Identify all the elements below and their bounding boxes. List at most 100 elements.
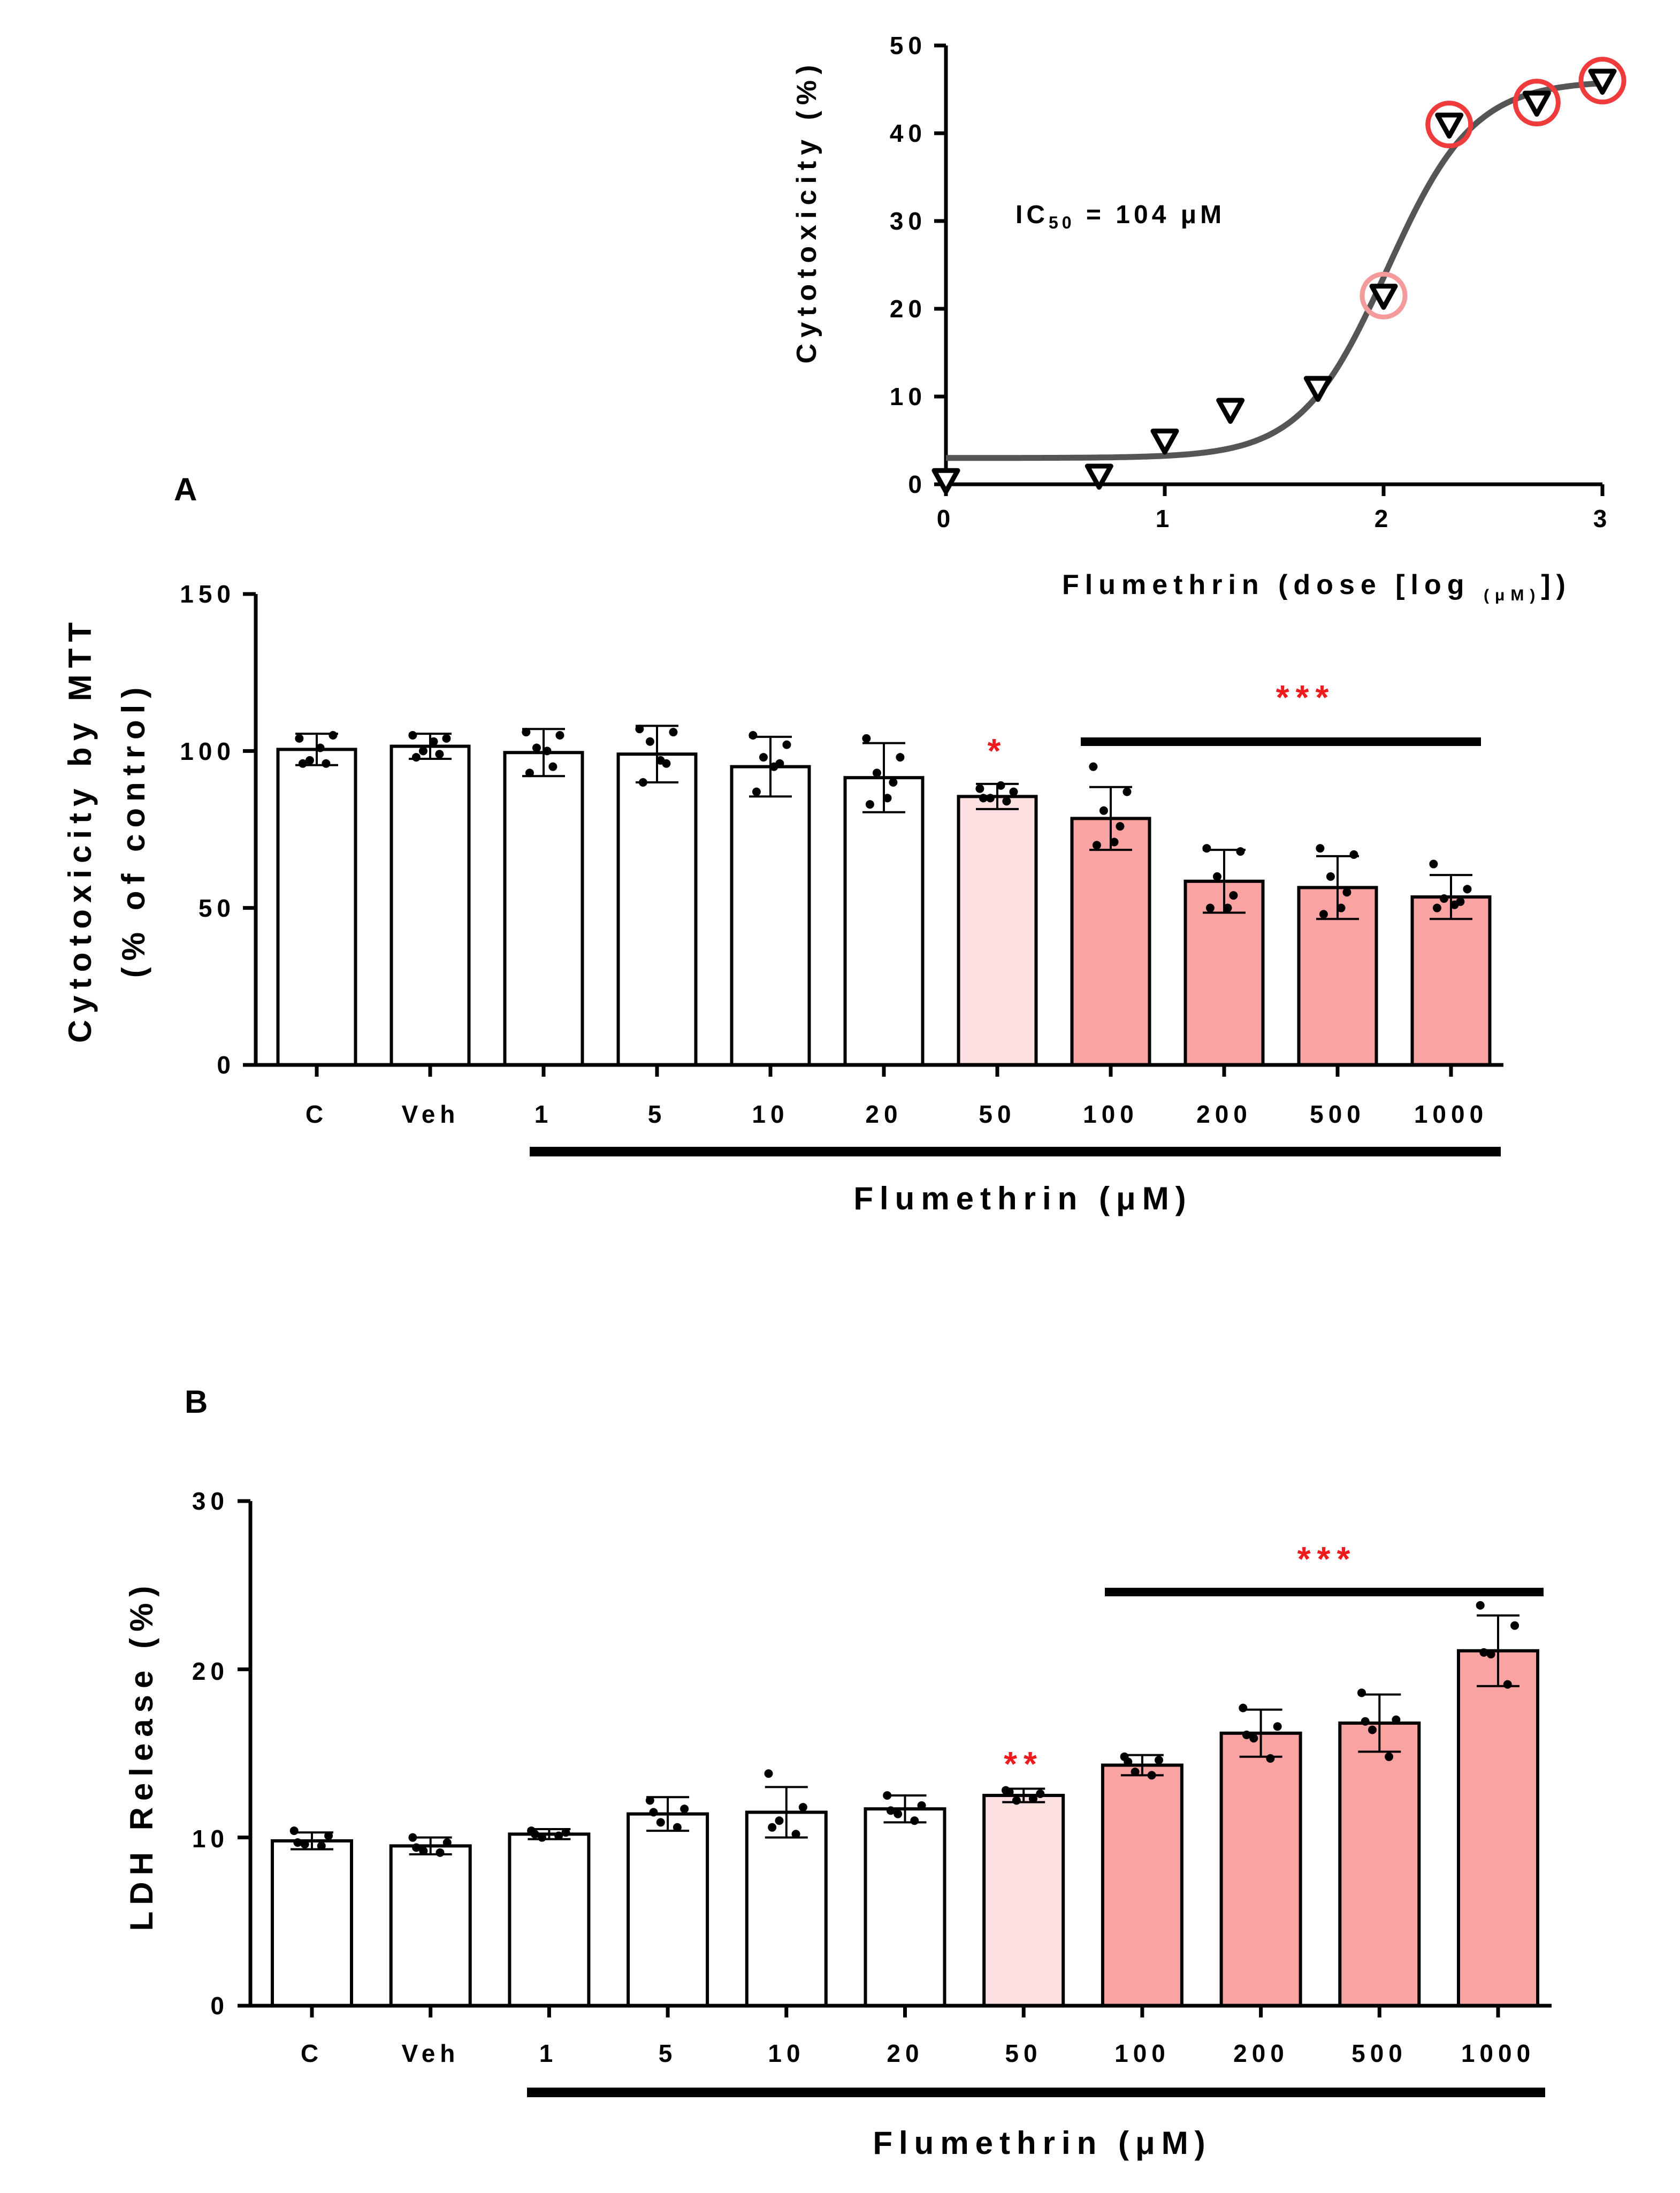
inverted-triangle-marker [1369,284,1398,310]
data-point [1361,1717,1370,1726]
data-point [886,1806,895,1815]
data-point [635,725,644,734]
inset-y-tick-label: 50 [890,32,927,59]
data-point [1089,762,1098,771]
data-point [317,1841,326,1851]
bar-group-1000 [1457,1601,1539,2007]
panel-a-x-tick-label: 200 [1196,1100,1252,1128]
bar-10 [730,765,811,1067]
data-point [669,728,678,737]
panel-a-x-tick-label: 1 [534,1100,553,1128]
data-point [1503,1680,1512,1689]
data-point [645,737,654,746]
data-point [289,1826,299,1836]
panel-b-x-tick-label: 20 [887,2039,923,2067]
data-point [316,743,325,752]
panel-a-x-tick-label: 1000 [1414,1100,1488,1128]
panel-b-x-tick-label: C [301,2039,323,2067]
bar-5 [616,752,698,1067]
data-point [768,1823,777,1832]
bar-100 [1101,1763,1183,2008]
data-point [1036,1789,1045,1798]
data-point [329,731,338,740]
data-point [1486,1650,1495,1659]
bar-5 [627,1812,709,2007]
data-point [656,756,665,765]
bar-group-1 [503,728,584,1067]
bar-group-C [271,1826,353,2008]
data-point [295,734,304,743]
bar-group-C [276,731,357,1067]
data-point [865,800,874,809]
data-point [408,1833,417,1842]
inset-y-tick-label: 40 [890,119,927,147]
panel-a-tick-marks [243,592,1453,1077]
panel-b-tick-marks [238,1499,1500,2017]
inverted-triangle-marker [1216,398,1245,424]
data-point [522,728,531,737]
bar-group-20 [843,734,925,1067]
panel-b-bars [271,1601,1539,2008]
panel-a-x-tick-label: 50 [979,1100,1015,1128]
data-point [554,1831,563,1840]
panel-a-y-tick-label: 0 [217,1051,235,1079]
bar-group-500 [1297,844,1378,1067]
bar-group-10 [745,1769,828,2007]
data-point [324,1831,333,1840]
inset-x-tick-labels: 0 1 2 3 [937,505,1607,532]
bar-20 [843,776,925,1067]
data-point [538,1833,547,1842]
data-point [979,794,988,803]
inset-y-tick-label: 10 [890,383,927,410]
data-point [1357,1688,1366,1697]
panel-b-x-tick-label: 50 [1005,2039,1042,2067]
data-point [680,1804,689,1814]
inverted-triangle-marker [1522,90,1551,117]
inset-y-axis-title: Cytotoxicity (%) [791,59,822,364]
panel-b-x-tick-label: 1 [539,2039,558,2067]
panel-b-y-tick-label: 30 [192,1487,229,1515]
inset-dose-response-chart: 0 1 2 3 0 10 20 30 40 50 Cytotoxicity (%… [791,32,1626,604]
data-point [1122,787,1132,796]
data-point [1316,844,1325,853]
panel-a-sig-50: * [988,732,1007,770]
panel-a-x-tick-label: 500 [1310,1100,1365,1128]
data-point [543,747,552,756]
bar-200 [1219,1731,1302,2008]
bar-50 [957,795,1038,1067]
data-point [1319,910,1328,919]
data-point [896,753,905,762]
panel-a-y-tick-label: 50 [198,894,235,922]
data-point [1463,885,1472,894]
bar-500 [1338,1721,1421,2007]
inset-x-axis-title-main: Flumethrin (dose [log [1062,569,1484,600]
bar-group-5 [616,725,698,1067]
panel-a-y-axis-title-line2: (% of control) [116,681,151,978]
bar-group-200 [1183,844,1265,1067]
data-point [555,731,564,740]
data-point [791,1830,800,1839]
bar-100 [1070,817,1151,1067]
data-point [975,784,984,793]
panel-a-x-tick-label: 5 [648,1100,667,1128]
panel-b-y-axis-title: LDH Release (%) [124,1580,159,1931]
data-point [1239,1703,1248,1712]
inset-x-tick-label: 0 [937,505,956,532]
data-point [411,753,421,762]
bar-C [276,748,357,1067]
bar-group-50 [982,1786,1065,2007]
data-point [436,1848,445,1857]
data-point [1273,1722,1282,1731]
data-point [1476,1601,1485,1610]
data-point [1092,841,1101,850]
data-point [548,762,558,771]
data-point [1242,1730,1251,1739]
data-point [752,787,761,796]
data-point [1337,903,1346,912]
panel-a-x-tick-label: 20 [865,1100,902,1128]
data-point [649,1808,658,1817]
data-point [1028,1794,1037,1803]
bar-group-1 [508,1826,591,2007]
data-point [872,768,881,778]
data-point [525,768,534,778]
